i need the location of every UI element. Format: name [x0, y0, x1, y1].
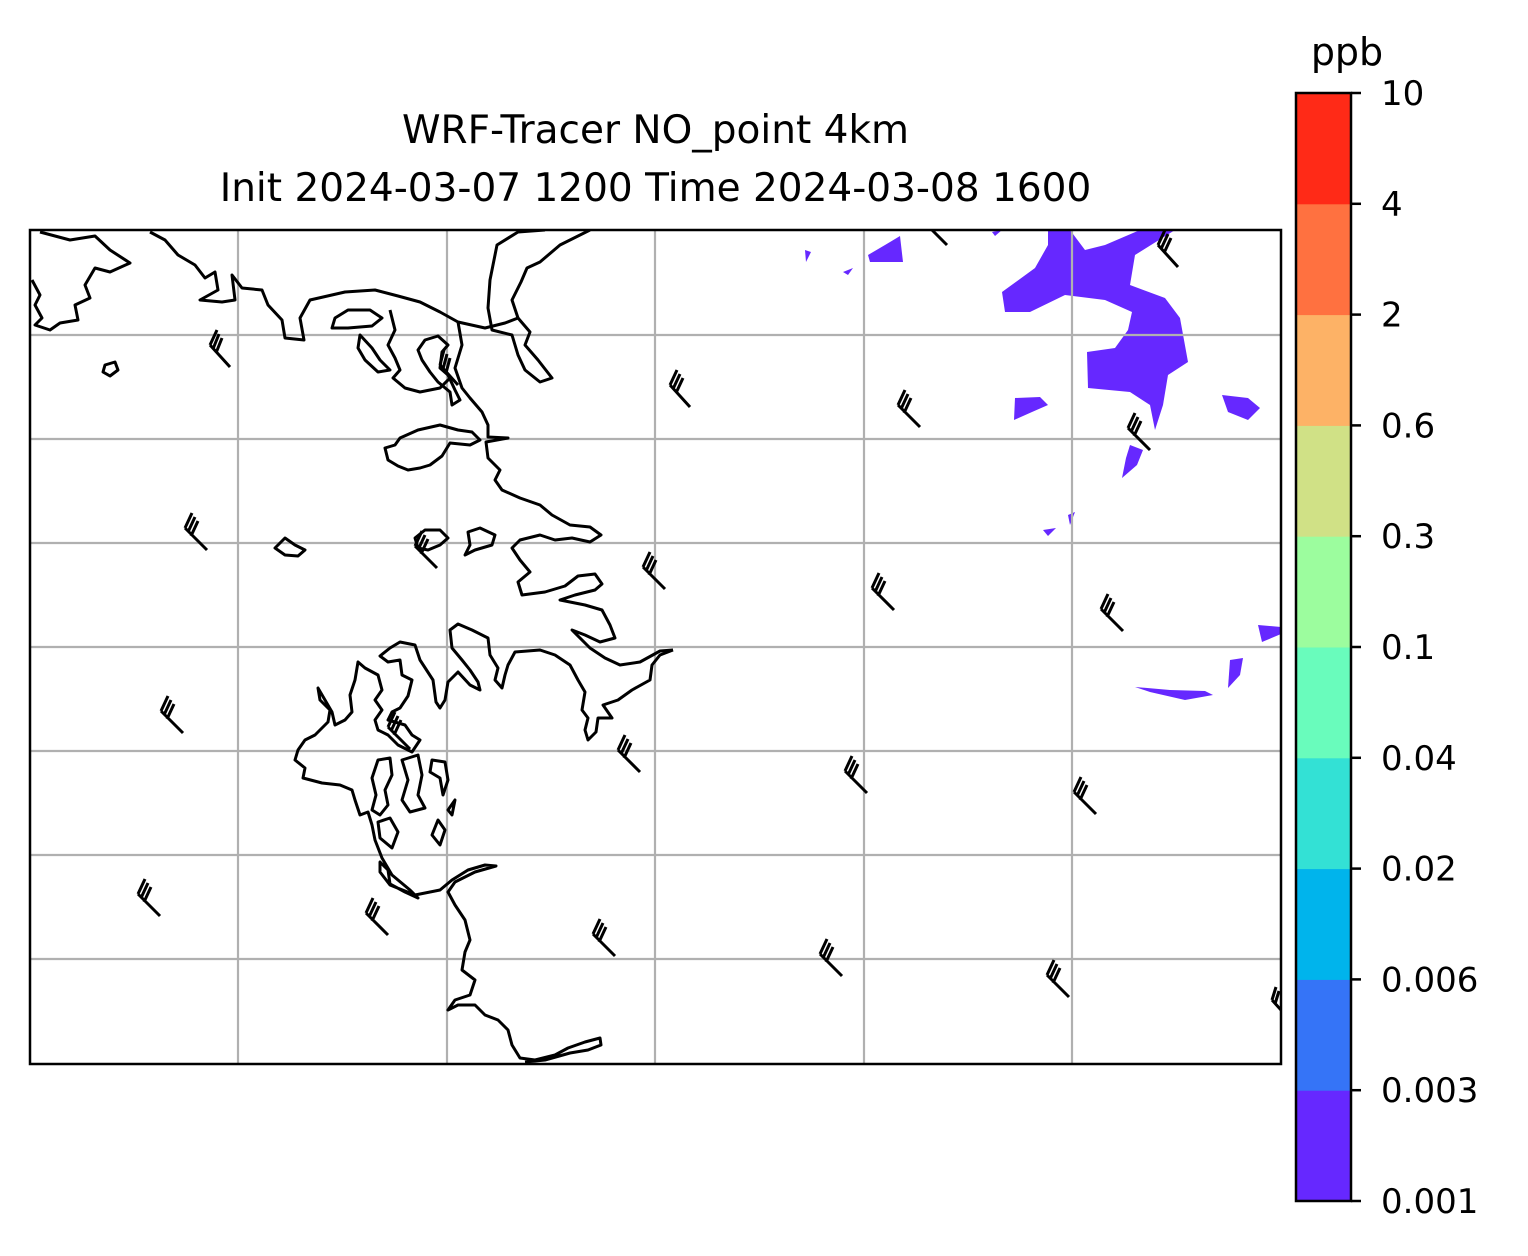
- colorbar-tick-label: 0.006: [1381, 960, 1478, 1000]
- tracer-plume: [1002, 230, 1188, 430]
- coastline: [510, 230, 591, 319]
- coastline: [383, 423, 482, 472]
- wind-barb: [591, 918, 617, 958]
- gridlines: [30, 230, 1281, 1064]
- coastlines: [30, 230, 674, 1064]
- wind-barbs: [136, 230, 1281, 1012]
- wind-barb: [641, 551, 667, 591]
- tracer-plume: [868, 236, 903, 262]
- wind-barb: [616, 734, 642, 774]
- colorbar-tick-label: 0.003: [1381, 1071, 1478, 1111]
- wind-barb: [818, 938, 844, 978]
- colorbar-tick-label: 0.02: [1381, 850, 1457, 890]
- colorbar-bands: [1296, 93, 1351, 1202]
- wind-barb: [1126, 412, 1152, 452]
- coastline: [453, 321, 674, 667]
- coastline: [149, 230, 519, 342]
- wind-barb: [1072, 776, 1098, 816]
- wind-barb: [159, 695, 185, 735]
- colorbar-tick-label: 0.001: [1381, 1182, 1478, 1222]
- colorbar-band: [1296, 757, 1351, 870]
- coastline: [30, 230, 132, 332]
- colorbar-band: [1296, 93, 1351, 205]
- tracer-plume: [1135, 687, 1213, 700]
- wind-barb: [1270, 986, 1281, 1012]
- coastline: [416, 334, 462, 407]
- tracer-plume: [1122, 445, 1143, 478]
- coastline: [428, 758, 450, 797]
- coastline: [463, 526, 497, 557]
- tracer-plume: [805, 250, 811, 262]
- map-title-line2: Init 2024-03-07 1200 Time 2024-03-08 160…: [219, 166, 1092, 211]
- coastline: [446, 798, 457, 817]
- colorbar-tick-label: 2: [1381, 296, 1403, 336]
- map-frame: [28, 228, 1283, 1066]
- coastline: [486, 230, 554, 384]
- wind-barb: [870, 572, 896, 612]
- wind-barb: [386, 711, 412, 751]
- tracer-plume: [1043, 528, 1056, 536]
- wind-barb: [843, 755, 869, 795]
- coastline: [386, 309, 452, 394]
- colorbar-tick-label: 0.04: [1381, 739, 1457, 779]
- wind-barb: [930, 230, 949, 247]
- wind-barb: [668, 369, 692, 409]
- map-title-line1: WRF-Tracer NO_point 4km: [401, 108, 910, 153]
- wind-barb: [136, 878, 162, 918]
- coastline: [370, 756, 394, 817]
- colorbar-tick-label: 4: [1381, 185, 1403, 225]
- tracer-plume: [1014, 397, 1048, 420]
- wind-barb: [413, 530, 439, 570]
- colorbar-unit-label: ppb: [1311, 30, 1383, 74]
- colorbar-band: [1296, 979, 1351, 1091]
- colorbar-band: [1296, 203, 1351, 316]
- wind-barb: [1156, 230, 1180, 269]
- colorbar-band: [1296, 425, 1351, 537]
- colorbar-tick-label: 0.1: [1381, 628, 1435, 668]
- tracer-plume: [1258, 625, 1281, 642]
- colorbar-tick-label: 0.3: [1381, 517, 1435, 557]
- colorbar-band: [1296, 868, 1351, 980]
- wind-barb: [183, 512, 209, 552]
- coastline: [400, 753, 427, 814]
- coastline: [430, 818, 447, 847]
- colorbar-band: [1296, 647, 1351, 759]
- colorbar-band: [1296, 314, 1351, 426]
- tracer-fill-layer: [805, 230, 1281, 700]
- coastline: [101, 360, 120, 378]
- wind-barb: [208, 329, 232, 369]
- coastline: [330, 308, 384, 330]
- coastline: [376, 816, 400, 850]
- tracer-plume: [1228, 658, 1243, 688]
- colorbar-tick-label: 10: [1381, 74, 1424, 114]
- tracer-plume: [843, 268, 853, 275]
- wind-barb: [438, 349, 460, 387]
- coastline: [273, 536, 307, 558]
- coastline: [293, 622, 674, 1064]
- colorbar-band: [1296, 536, 1351, 648]
- tracer-plume: [992, 230, 1002, 236]
- coastline: [356, 333, 392, 374]
- tracer-plume: [1222, 395, 1260, 420]
- wind-barb: [1045, 959, 1071, 999]
- colorbar-ticks: 0.001 0.003 0.006 0.02 0.04 0.1 0.3 0.6 2 4 10: [1351, 74, 1478, 1222]
- wind-barb: [364, 897, 390, 937]
- wind-barb: [896, 389, 922, 429]
- colorbar-band: [1296, 1090, 1351, 1202]
- colorbar-tick-label: 0.6: [1381, 406, 1435, 446]
- wind-barb: [1099, 593, 1125, 633]
